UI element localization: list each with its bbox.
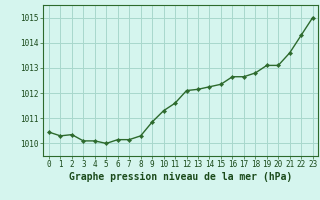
X-axis label: Graphe pression niveau de la mer (hPa): Graphe pression niveau de la mer (hPa) xyxy=(69,172,292,182)
